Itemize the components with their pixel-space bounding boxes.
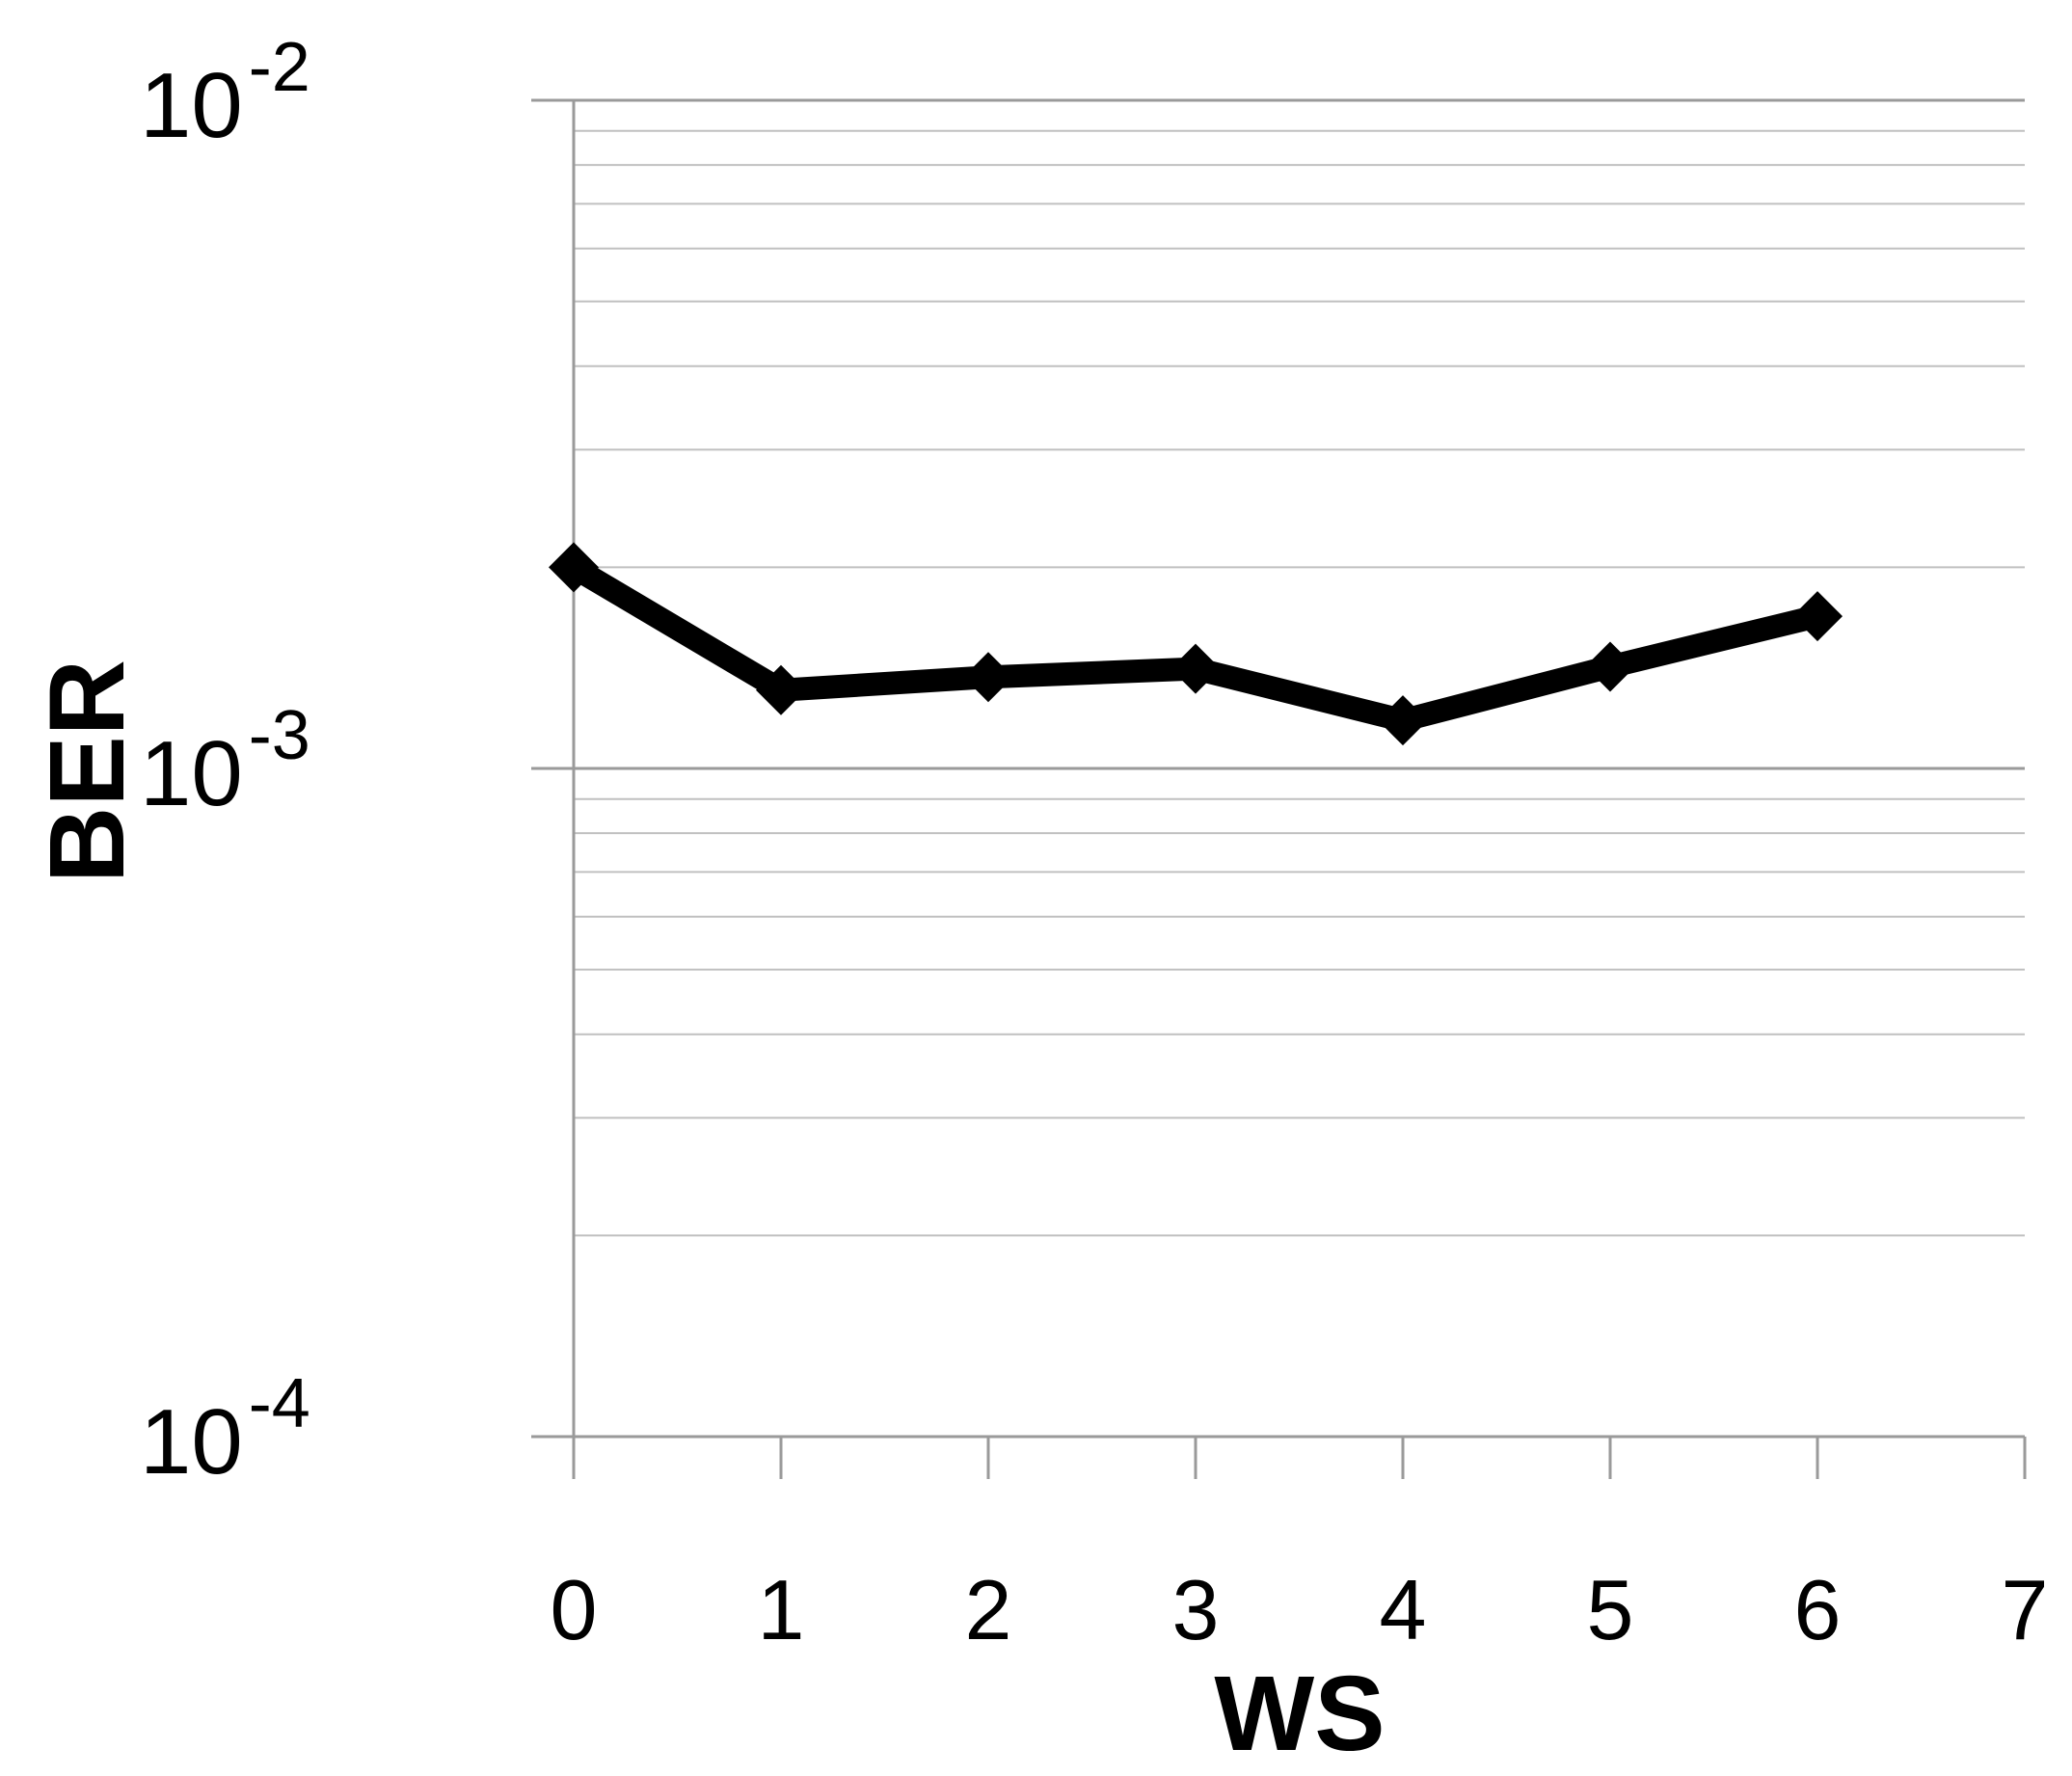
data-point-marker	[549, 542, 599, 593]
x-tick-label: 3	[1172, 1562, 1220, 1657]
x-tick-label: 2	[965, 1562, 1012, 1657]
data-point-marker	[1171, 643, 1221, 694]
data-point-marker	[963, 652, 1013, 703]
x-axis-ticks: 0 1 2 3 4 5 6 7	[551, 1437, 2049, 1657]
y-tick-label: 10-3	[140, 697, 310, 825]
data-point-marker	[1792, 591, 1843, 642]
x-axis-title: WS	[1214, 1655, 1385, 1773]
gridlines	[531, 98, 2025, 1439]
data-point-marker	[1378, 695, 1428, 746]
y-axis-ticks: 10-2 10-3 10-4	[140, 29, 310, 1493]
x-tick-label: 5	[1587, 1562, 1634, 1657]
y-tick-label: 10-2	[140, 29, 310, 157]
y-tick-label: 10-4	[140, 1365, 310, 1493]
x-tick-label: 6	[1794, 1562, 1842, 1657]
data-series	[549, 542, 1843, 746]
axes	[572, 100, 2025, 1439]
x-tick-label: 7	[2002, 1562, 2049, 1657]
data-point-marker	[756, 664, 806, 715]
x-tick-label: 0	[551, 1562, 598, 1657]
data-point-marker	[1585, 641, 1635, 692]
x-tick-label: 4	[1380, 1562, 1427, 1657]
y-axis-title: BER	[28, 659, 147, 883]
x-tick-label: 1	[758, 1562, 805, 1657]
